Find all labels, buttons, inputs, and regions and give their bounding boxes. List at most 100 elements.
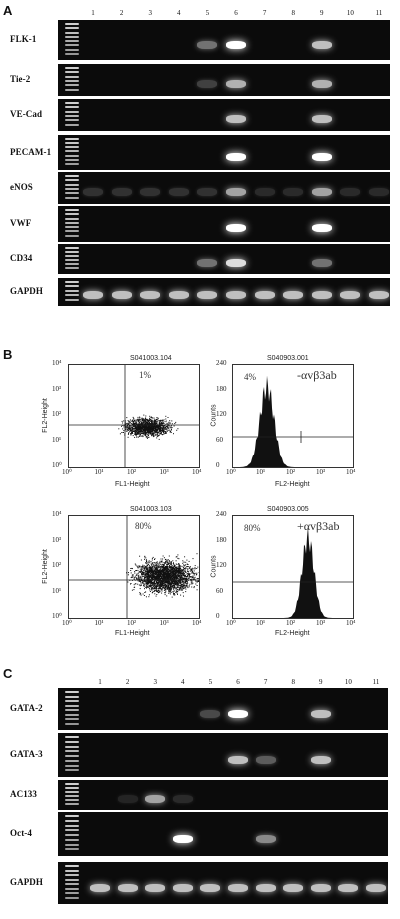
event-dot <box>144 433 146 435</box>
event-dot <box>184 577 186 579</box>
event-dot <box>151 427 153 429</box>
event-dot <box>138 426 139 428</box>
ladder-band <box>65 183 79 186</box>
event-dot <box>158 428 160 430</box>
event-dot <box>125 430 127 432</box>
ladder-band <box>65 179 79 182</box>
event-dot <box>145 431 147 433</box>
event-dot <box>127 436 129 438</box>
event-dot <box>181 565 183 567</box>
event-dot <box>178 579 179 581</box>
event-dot <box>191 586 193 588</box>
event-dot <box>144 430 146 432</box>
event-dot <box>156 431 158 433</box>
event-dot <box>168 587 170 589</box>
event-dot <box>173 582 175 584</box>
event-dot <box>163 564 165 566</box>
event-dot <box>192 572 194 574</box>
event-dot <box>134 422 136 424</box>
event-dot <box>192 582 194 584</box>
gene-label: VWF <box>10 218 32 228</box>
event-dot <box>155 429 156 431</box>
event-dot <box>169 420 171 422</box>
event-dot <box>158 585 160 587</box>
event-dot <box>147 427 149 429</box>
event-dot <box>141 581 143 583</box>
event-dot <box>176 582 178 584</box>
gel-band <box>226 291 246 300</box>
event-dot <box>141 568 143 570</box>
event-dot <box>135 430 137 431</box>
event-dot <box>152 421 154 423</box>
event-dot <box>142 573 144 575</box>
event-dot <box>190 576 192 578</box>
event-dot <box>183 573 185 575</box>
event-dot <box>131 567 133 569</box>
gene-label: eNOS <box>10 182 33 192</box>
event-dot <box>160 579 161 581</box>
event-dot <box>177 581 179 583</box>
event-dot <box>166 567 168 569</box>
event-dot <box>171 582 173 584</box>
event-dot <box>168 560 170 562</box>
event-dot <box>166 422 168 424</box>
event-dot <box>160 572 162 574</box>
event-dot <box>188 571 190 573</box>
event-dot <box>160 432 162 434</box>
plot-title: S040903.005 <box>267 506 309 513</box>
antibody-annotation: +αvβ3ab <box>297 519 340 533</box>
event-dot <box>145 576 147 578</box>
ladder-band <box>65 713 79 716</box>
event-dot <box>163 565 164 567</box>
event-dot <box>159 429 161 431</box>
event-dot <box>143 565 145 567</box>
event-dot <box>159 575 161 577</box>
event-dot <box>147 586 149 588</box>
event-dot <box>166 582 167 584</box>
event-dot <box>161 573 162 575</box>
event-dot <box>153 420 155 422</box>
event-dot <box>144 555 146 557</box>
event-dot <box>176 577 177 579</box>
event-dot <box>143 421 145 423</box>
event-dot <box>152 429 154 431</box>
event-dot <box>150 582 152 584</box>
event-dot <box>149 575 151 577</box>
event-dot <box>140 580 141 582</box>
event-dot <box>156 433 158 435</box>
event-dot <box>180 575 182 577</box>
event-dot <box>130 420 132 422</box>
event-dot <box>176 570 177 572</box>
event-dot <box>162 558 164 560</box>
event-dot <box>133 589 135 591</box>
lane-number: 6 <box>236 678 240 686</box>
event-dot <box>155 430 157 432</box>
event-dot <box>137 430 139 432</box>
x-axis-label: FL1-Height <box>115 481 150 488</box>
lane-number: 5 <box>205 9 210 17</box>
event-dot <box>173 563 175 565</box>
event-dot <box>176 581 178 583</box>
gel-image <box>58 20 390 60</box>
event-dot <box>132 425 134 427</box>
event-dot <box>144 577 146 579</box>
gel-band <box>283 187 304 196</box>
event-dot <box>169 589 171 590</box>
event-dot <box>172 566 174 568</box>
event-dot <box>172 591 174 593</box>
event-dot <box>140 584 142 586</box>
event-dot <box>158 587 160 589</box>
event-dot <box>162 428 164 430</box>
event-dot <box>166 560 168 561</box>
ladder-band <box>65 35 79 38</box>
event-dot <box>151 423 153 425</box>
event-dot <box>195 580 197 582</box>
event-dot <box>145 591 147 593</box>
event-dot <box>166 429 168 431</box>
event-dot <box>151 583 153 585</box>
event-dot <box>132 427 134 429</box>
event-dot <box>196 585 198 586</box>
event-dot <box>154 434 156 436</box>
event-dot <box>150 579 152 581</box>
event-dot <box>160 566 162 568</box>
